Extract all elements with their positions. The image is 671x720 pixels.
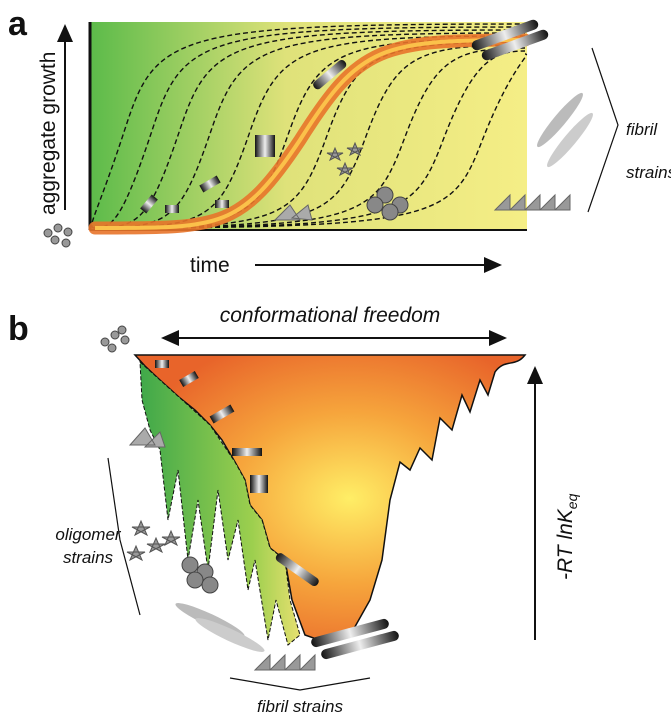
fibril-icons (140, 19, 593, 221)
bracket (587, 47, 619, 213)
bracket (229, 677, 371, 691)
dashed-curve (94, 29, 526, 229)
energy-label: -RT lnKeq (554, 493, 580, 580)
dashed-curve (94, 50, 526, 229)
dashed-curve (91, 23, 526, 229)
fibril-strains-label: fibril strains (257, 697, 343, 716)
panel-b: b conformational freedom -RT lnKeq oligo… (8, 304, 580, 716)
monomers (43, 223, 73, 248)
fibril-strains-label: fibril (626, 120, 658, 139)
panel-label: a (8, 5, 28, 43)
monomers (100, 325, 130, 353)
oligomer-strains-label: oligomer (55, 525, 122, 544)
dashed-curve (94, 53, 527, 229)
dashed-curve (94, 32, 526, 229)
fibril-strains-label: strains (626, 163, 671, 182)
aggregate-icons (126, 360, 399, 671)
x-axis-label: time (190, 254, 230, 277)
panel-a: a aggregate growth time fibril strains (8, 5, 671, 277)
energy-label-main: -RT lnK (554, 508, 577, 580)
oligomer-strains-label: strains (63, 548, 114, 567)
y-axis-label: aggregate growth (37, 52, 60, 215)
oligomer-region (139, 360, 301, 646)
bracket (107, 457, 141, 616)
dashed-curve (94, 26, 526, 229)
growth-curve-core (94, 38, 526, 231)
top-label: conformational freedom (220, 304, 441, 327)
energy-label-sub: eq (564, 493, 580, 509)
panel-label: b (8, 310, 29, 348)
